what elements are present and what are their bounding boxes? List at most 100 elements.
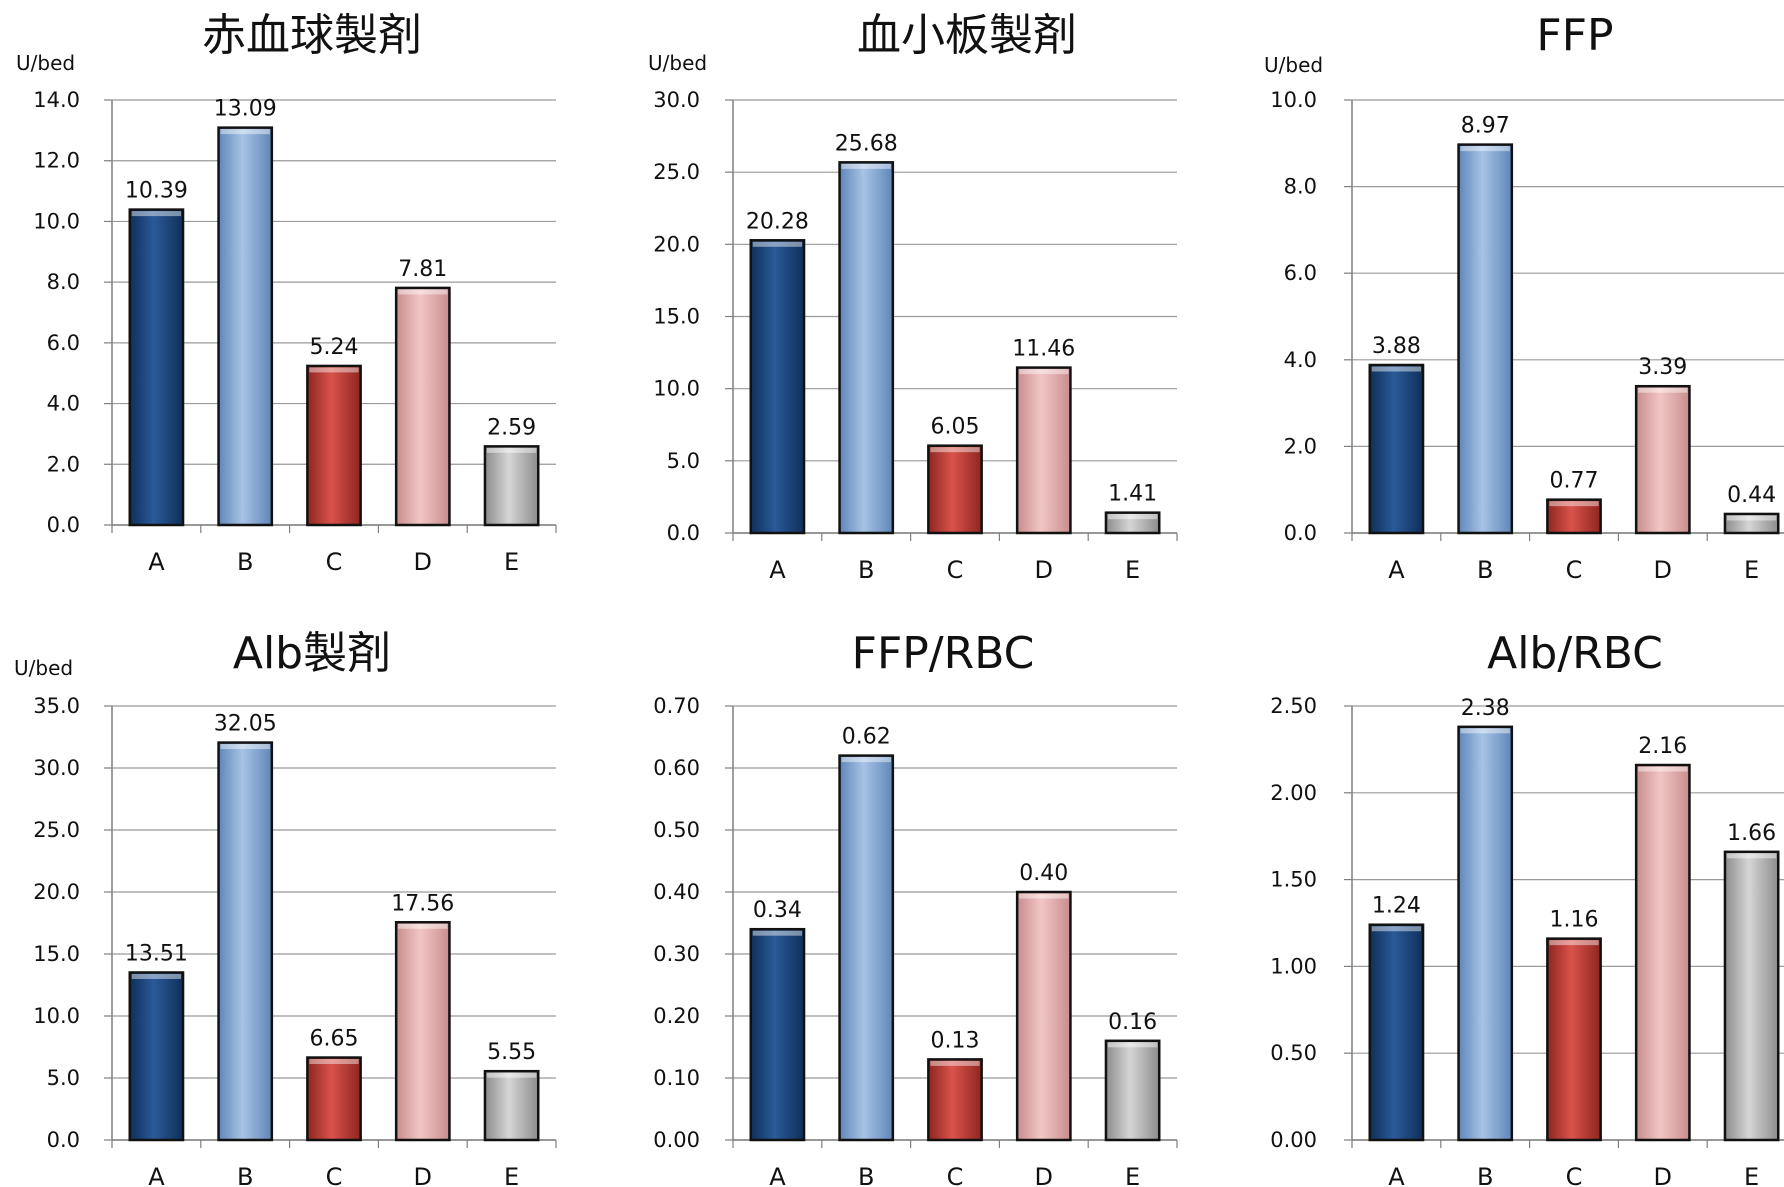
bar-C [1546, 498, 1602, 535]
bar-highlight [1460, 728, 1510, 734]
bar-highlight [1107, 1042, 1158, 1048]
y-tick-label: 30.0 [653, 88, 700, 112]
x-category-label: B [1477, 1163, 1493, 1187]
data-label: 0.34 [753, 898, 802, 923]
data-label: 6.05 [931, 415, 980, 440]
chart-title: Alb/RBC [1487, 628, 1663, 679]
bar-highlight [220, 744, 270, 750]
chart-panel: Alb製剤 U/bed 0.0 5.0 10.0 15.0 20.0 25.0 30.0 35.0… [14, 628, 557, 1187]
bar-E [483, 1069, 540, 1142]
data-label: 0.44 [1727, 483, 1776, 508]
bar-highlight [131, 211, 182, 217]
y-tick-label: 6.0 [1284, 261, 1317, 285]
y-tick-label: 10.0 [1270, 88, 1317, 112]
bar-A [749, 927, 806, 1142]
x-category-label: B [858, 556, 874, 584]
y-tick-label: 15.0 [653, 305, 700, 329]
data-label: 17.56 [391, 891, 454, 916]
x-category-label: E [1125, 556, 1140, 584]
bar-A [128, 971, 185, 1142]
bar-A [1368, 363, 1425, 535]
x-category-label: C [1566, 1163, 1583, 1187]
bar-highlight [309, 1059, 359, 1065]
bar-highlight [930, 1060, 980, 1066]
bar-B [1457, 143, 1514, 535]
bar-highlight [1726, 853, 1777, 859]
x-category-label: C [326, 548, 343, 576]
y-tick-label: 0.40 [653, 880, 700, 904]
chart-panel: FFP U/bed 0.0 2.0 4.0 6.0 8.0 10.0 3.88 A 8.97 B 0.7… [1264, 10, 1784, 584]
data-label: 3.39 [1638, 355, 1687, 380]
x-category-label: C [326, 1163, 343, 1187]
data-label: 1.66 [1727, 821, 1776, 846]
y-tick-label: 2.0 [1284, 434, 1317, 458]
bar-D [394, 921, 451, 1142]
y-tick-label: 0.0 [667, 521, 700, 545]
data-label: 1.41 [1108, 482, 1157, 507]
data-label: 8.97 [1461, 114, 1510, 139]
x-category-label: A [1388, 556, 1405, 584]
bar-E [1723, 850, 1780, 1142]
y-tick-label: 0.60 [653, 756, 700, 780]
x-category-label: A [148, 548, 165, 576]
bar-highlight [220, 129, 270, 135]
x-category-label: E [504, 548, 519, 576]
data-label: 0.62 [842, 725, 891, 750]
chart-title: FFP/RBC [852, 628, 1035, 679]
x-category-label: A [769, 1163, 786, 1187]
data-label: 0.16 [1108, 1010, 1157, 1035]
y-tick-label: 10.0 [653, 377, 700, 401]
bar-C [306, 364, 362, 527]
data-label: 3.88 [1372, 334, 1421, 359]
bar-highlight [1460, 146, 1510, 152]
data-label: 0.40 [1019, 861, 1068, 886]
bar-highlight [752, 930, 803, 936]
y-tick-label: 0.0 [47, 1128, 80, 1152]
bar-highlight [1549, 501, 1599, 507]
x-category-label: D [1654, 1163, 1672, 1187]
bar-highlight [309, 367, 359, 373]
y-tick-label: 0.00 [653, 1128, 700, 1152]
chart-title: Alb製剤 [233, 628, 391, 679]
x-category-label: B [858, 1163, 874, 1187]
y-tick-label: 0.50 [653, 818, 700, 842]
y-axis-unit-label: U/bed [14, 656, 73, 680]
x-category-label: A [148, 1163, 165, 1187]
x-category-label: D [414, 1163, 432, 1187]
y-tick-label: 5.0 [47, 1066, 80, 1090]
y-tick-label: 6.0 [47, 331, 80, 355]
y-tick-label: 0.30 [653, 942, 700, 966]
bar-highlight [1107, 514, 1158, 520]
data-label: 6.65 [310, 1027, 359, 1052]
chart-panel: 血小板製剤 U/bed 0.0 5.0 10.0 15.0 20.0 25.0 30.0 20.2… [648, 10, 1178, 584]
bar-B [838, 754, 895, 1142]
chart-panel: FFP/RBC 0.00 0.10 0.20 0.30 0.40 0.50 0.60 0.70 0… [653, 628, 1178, 1187]
x-category-label: B [237, 1163, 253, 1187]
bar-highlight [1371, 926, 1422, 932]
bar-highlight [1371, 366, 1422, 372]
data-label: 5.55 [487, 1040, 536, 1065]
x-category-label: A [769, 556, 786, 584]
y-tick-label: 5.0 [667, 449, 700, 473]
bar-E [1104, 1039, 1161, 1142]
y-tick-label: 8.0 [1284, 175, 1317, 199]
bar-B [1457, 725, 1514, 1142]
bar-highlight [841, 163, 891, 169]
data-label: 2.16 [1638, 734, 1687, 759]
x-category-label: D [1035, 556, 1053, 584]
y-tick-label: 20.0 [653, 232, 700, 256]
data-label: 2.59 [487, 415, 536, 440]
bar-E [483, 445, 540, 527]
y-tick-label: 4.0 [1284, 348, 1317, 372]
bar-E [1723, 512, 1780, 535]
y-tick-label: 25.0 [33, 818, 80, 842]
y-axis-unit-label: U/bed [16, 51, 75, 75]
bar-highlight [398, 289, 448, 295]
data-label: 13.09 [214, 97, 277, 122]
x-category-label: A [1388, 1163, 1405, 1187]
y-tick-label: 1.00 [1270, 954, 1317, 978]
y-tick-label: 25.0 [653, 160, 700, 184]
data-label: 25.68 [835, 131, 898, 156]
bar-highlight [486, 447, 537, 453]
x-category-label: C [947, 1163, 964, 1187]
